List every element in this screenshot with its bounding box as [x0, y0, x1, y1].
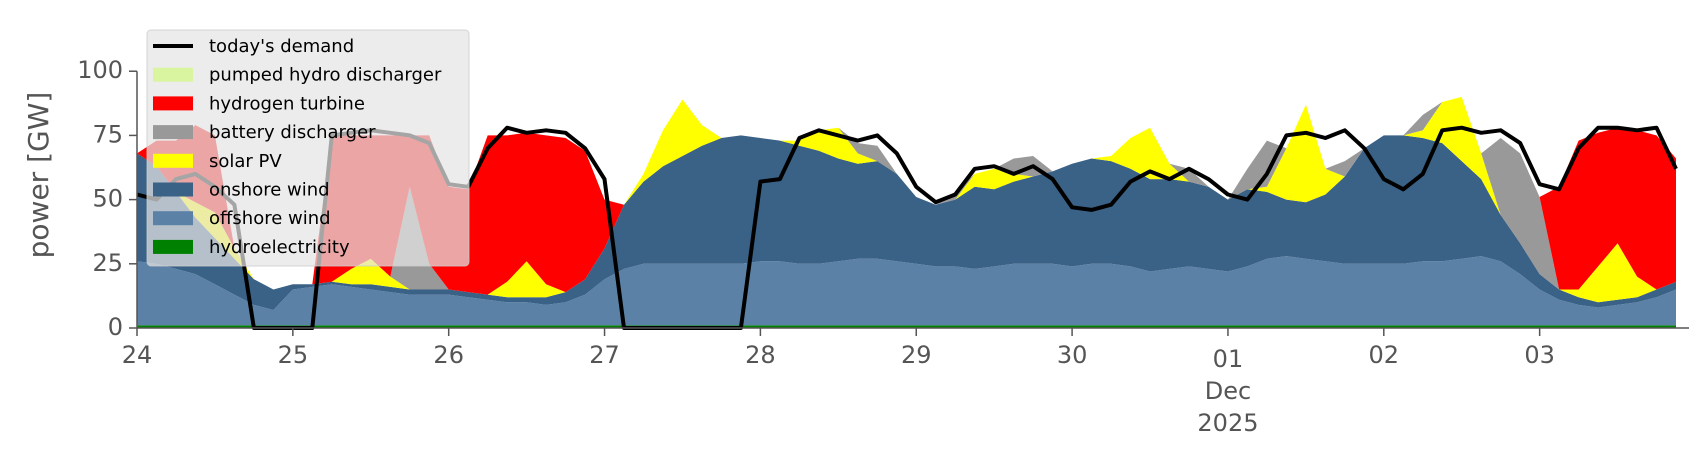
- legend-swatch: [153, 182, 193, 197]
- area: [137, 96, 1676, 295]
- area: [137, 96, 1676, 303]
- y-tick-label: 0: [108, 313, 123, 341]
- y-tick-label: 75: [92, 120, 123, 148]
- axes: 0 25 50 75 100 24 25 26 27 28 29 30 01 Dec 2025 02 03: [77, 56, 1689, 437]
- legend-swatch: [153, 96, 193, 111]
- y-tick-label: 100: [77, 56, 123, 84]
- x-tick-label: 26: [433, 341, 464, 369]
- legend-label: hydroelectricity: [209, 237, 350, 258]
- x-tick-label: 28: [745, 341, 776, 369]
- legend-label: solar PV: [209, 151, 282, 172]
- x-tick-label: 24: [122, 341, 153, 369]
- legend-swatch: [153, 153, 193, 168]
- x-month-label: Dec: [1205, 377, 1251, 405]
- x-year-label: 2025: [1197, 409, 1258, 437]
- legend-label: offshore wind: [209, 208, 331, 229]
- y-axis-label: power [GW]: [22, 92, 55, 259]
- x-tick-label: 30: [1057, 341, 1088, 369]
- legend-swatch: [153, 125, 193, 140]
- y-tick-label: 50: [92, 185, 123, 213]
- legend-label: hydrogen turbine: [209, 93, 365, 114]
- legend-swatch: [153, 67, 193, 82]
- legend-label: onshore wind: [209, 180, 330, 201]
- x-tick-label: 02: [1369, 341, 1400, 369]
- area: [137, 256, 1676, 326]
- x-tick-label: 03: [1524, 341, 1555, 369]
- x-tick-label: 01: [1213, 345, 1244, 373]
- x-tick-label: 27: [589, 341, 620, 369]
- legend: today's demand pumped hydro discharger hyd…: [146, 29, 470, 267]
- x-tick-label: 25: [278, 341, 309, 369]
- legend-swatch: [153, 239, 193, 254]
- legend-box: [146, 29, 470, 267]
- legend-swatch: [153, 211, 193, 226]
- area: [137, 135, 1676, 310]
- y-tick-label: 25: [92, 249, 123, 277]
- legend-label: today's demand: [209, 36, 354, 57]
- legend-label: battery discharger: [209, 122, 376, 143]
- legend-label: pumped hydro discharger: [209, 65, 442, 86]
- x-tick-label: 29: [901, 341, 932, 369]
